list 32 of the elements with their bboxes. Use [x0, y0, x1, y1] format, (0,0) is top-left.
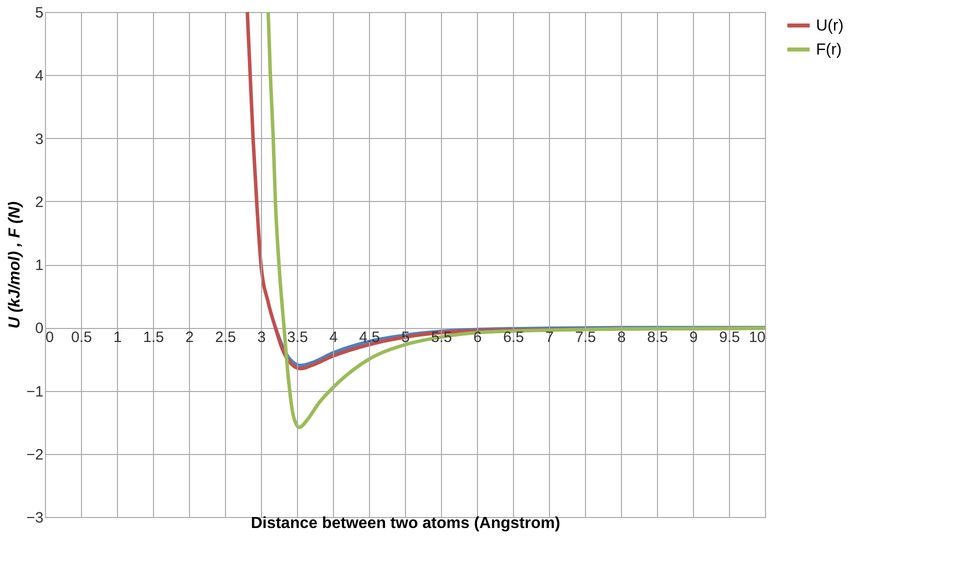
y-tick-label: 3	[35, 130, 44, 148]
x-tick-label: 8	[617, 329, 626, 346]
x-tick-label: 1.5	[143, 329, 164, 346]
x-tick-label: 9	[689, 329, 698, 346]
x-tick-label: 6.5	[503, 329, 524, 346]
x-tick-label: 2.5	[215, 329, 236, 346]
x-tick-label: 5.5	[431, 329, 452, 346]
x-tick-label: 8.5	[647, 329, 668, 346]
x-tick-label: 10	[748, 329, 766, 346]
x-tick-label: 3	[257, 329, 266, 346]
x-tick-label: 3.5	[287, 329, 308, 346]
x-tick-label: 5	[401, 329, 410, 346]
legend-label: U(r)	[816, 18, 844, 34]
y-tick-label: 5	[35, 4, 44, 22]
legend-label: F(r)	[816, 42, 842, 58]
y-tick-label: 2	[35, 194, 44, 211]
x-tick-label: 1	[113, 329, 122, 346]
x-tick-label: 7.5	[575, 329, 596, 346]
x-tick-label: 0.5	[71, 329, 92, 346]
y-tick-label: 1	[35, 257, 44, 274]
y-tick-label: −1	[26, 383, 44, 400]
y-axis-title: U (kJ/mol) , F (N)	[6, 201, 24, 329]
y-tick-label: −2	[26, 446, 44, 464]
y-tick-label: 4	[35, 68, 44, 85]
x-tick-label: 6	[473, 329, 482, 346]
x-tick-label: 9.5	[719, 329, 740, 346]
y-tick-label: −3	[26, 510, 44, 526]
x-tick-label: 4	[329, 329, 338, 346]
x-tick-label: 7	[545, 329, 554, 346]
line-series	[266, 10, 767, 430]
x-tick-label: 2	[185, 329, 194, 346]
x-axis-title: Distance between two atoms (Angstrom)	[250, 515, 560, 532]
